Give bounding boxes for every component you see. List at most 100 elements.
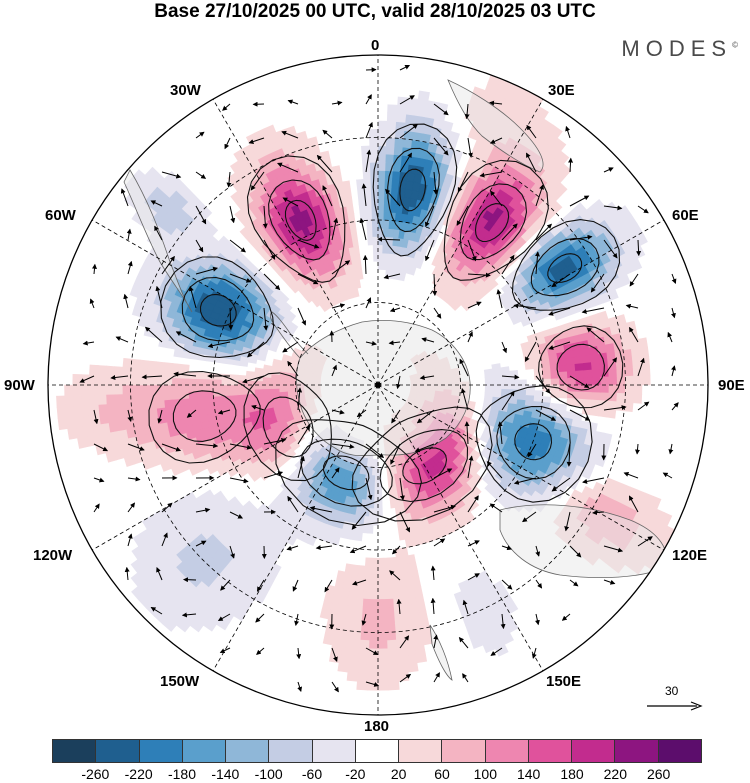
field-cell [131,409,142,420]
field-cell [624,384,635,395]
field-cell [402,621,413,632]
field-cell [369,599,379,609]
field-cell [385,606,395,617]
field-cell [229,394,239,401]
field-cell [365,211,373,221]
field-cell [641,365,651,377]
field-cell [406,105,418,116]
field-cell [405,113,417,124]
field-cell [408,604,419,615]
field-cell [394,630,406,641]
field-cell [64,384,74,397]
field-cell [377,566,385,576]
field-cell [372,244,379,254]
field-cell [377,211,385,221]
field-cell [114,402,125,413]
field-cell [573,355,584,365]
field-cell [337,662,350,673]
field-cell [417,90,430,101]
field-cell [64,395,74,408]
field-cell [370,574,379,584]
field-cell [237,374,247,381]
field-cell [403,130,414,141]
field-cell [396,564,405,575]
field-cell [633,384,643,395]
field-cell [384,590,394,600]
field-cell [615,358,626,369]
field-cell [364,565,373,575]
field-cell [349,647,360,657]
field-cell [97,374,107,386]
field-cell [377,244,384,254]
field-cell [180,404,191,413]
vector-scale-arrow [647,701,703,711]
field-cell [385,598,394,608]
field-cell [377,557,385,567]
field-cell [81,404,92,417]
field-cell [196,371,206,380]
field-cell [394,622,405,633]
field-cell [550,378,560,386]
field-cell [383,211,391,221]
field-cell [631,357,642,368]
field-cell [340,637,352,648]
field-cell [377,640,388,650]
field-cell [336,570,346,581]
field-cell [352,614,363,625]
field-cell [130,376,140,386]
colorbar-swatch [442,740,486,762]
field-cell [367,656,379,666]
field-cell [348,655,360,666]
field-cell [369,145,379,155]
colorbar-tick-label: -60 [301,766,323,782]
colorbar-tick-label: 60 [434,766,450,782]
colorbar-swatch [226,740,270,762]
field-cell [97,394,107,405]
field-cell [351,622,362,633]
field-cell [338,654,350,665]
field-cell [525,389,536,397]
field-cell [147,360,157,370]
field-cell [229,384,239,391]
field-cell [82,414,93,427]
label-lon-120e: 120E [672,547,708,564]
field-cell [64,405,75,419]
field-cell [377,252,383,262]
field-cell [73,405,83,418]
colorbar-tick-label: -140 [211,766,240,782]
field-cell [484,384,494,390]
field-cell [501,384,511,390]
field-cell [97,365,107,376]
field-cell [213,395,223,403]
field-cell [155,392,165,401]
label-lon-90e: 90E [718,377,745,394]
field-cell [396,647,407,657]
field-cell [97,384,107,396]
field-cell [355,589,364,600]
field-cell [534,390,544,397]
field-cell [542,378,552,386]
field-cell [590,353,600,363]
field-cell [405,646,417,657]
field-cell [372,228,379,237]
field-cell [212,378,222,386]
field-cell [179,377,189,386]
field-cell [397,522,405,533]
field-cell [624,375,635,386]
field-cell [541,366,552,374]
field-cell [356,672,369,683]
field-cell [575,384,585,393]
field-cell [163,369,173,379]
field-cell [369,607,379,617]
colorbar-swatch [269,740,313,762]
field-cell [377,128,388,139]
field-cell [57,417,68,431]
field-cell [377,203,385,213]
field-cell [270,388,280,393]
colorbar-swatch [312,740,356,762]
field-cell [391,581,400,592]
field-cell [105,393,115,405]
field-cell [633,375,643,386]
field-cell [582,399,593,408]
field-cell [360,623,371,633]
